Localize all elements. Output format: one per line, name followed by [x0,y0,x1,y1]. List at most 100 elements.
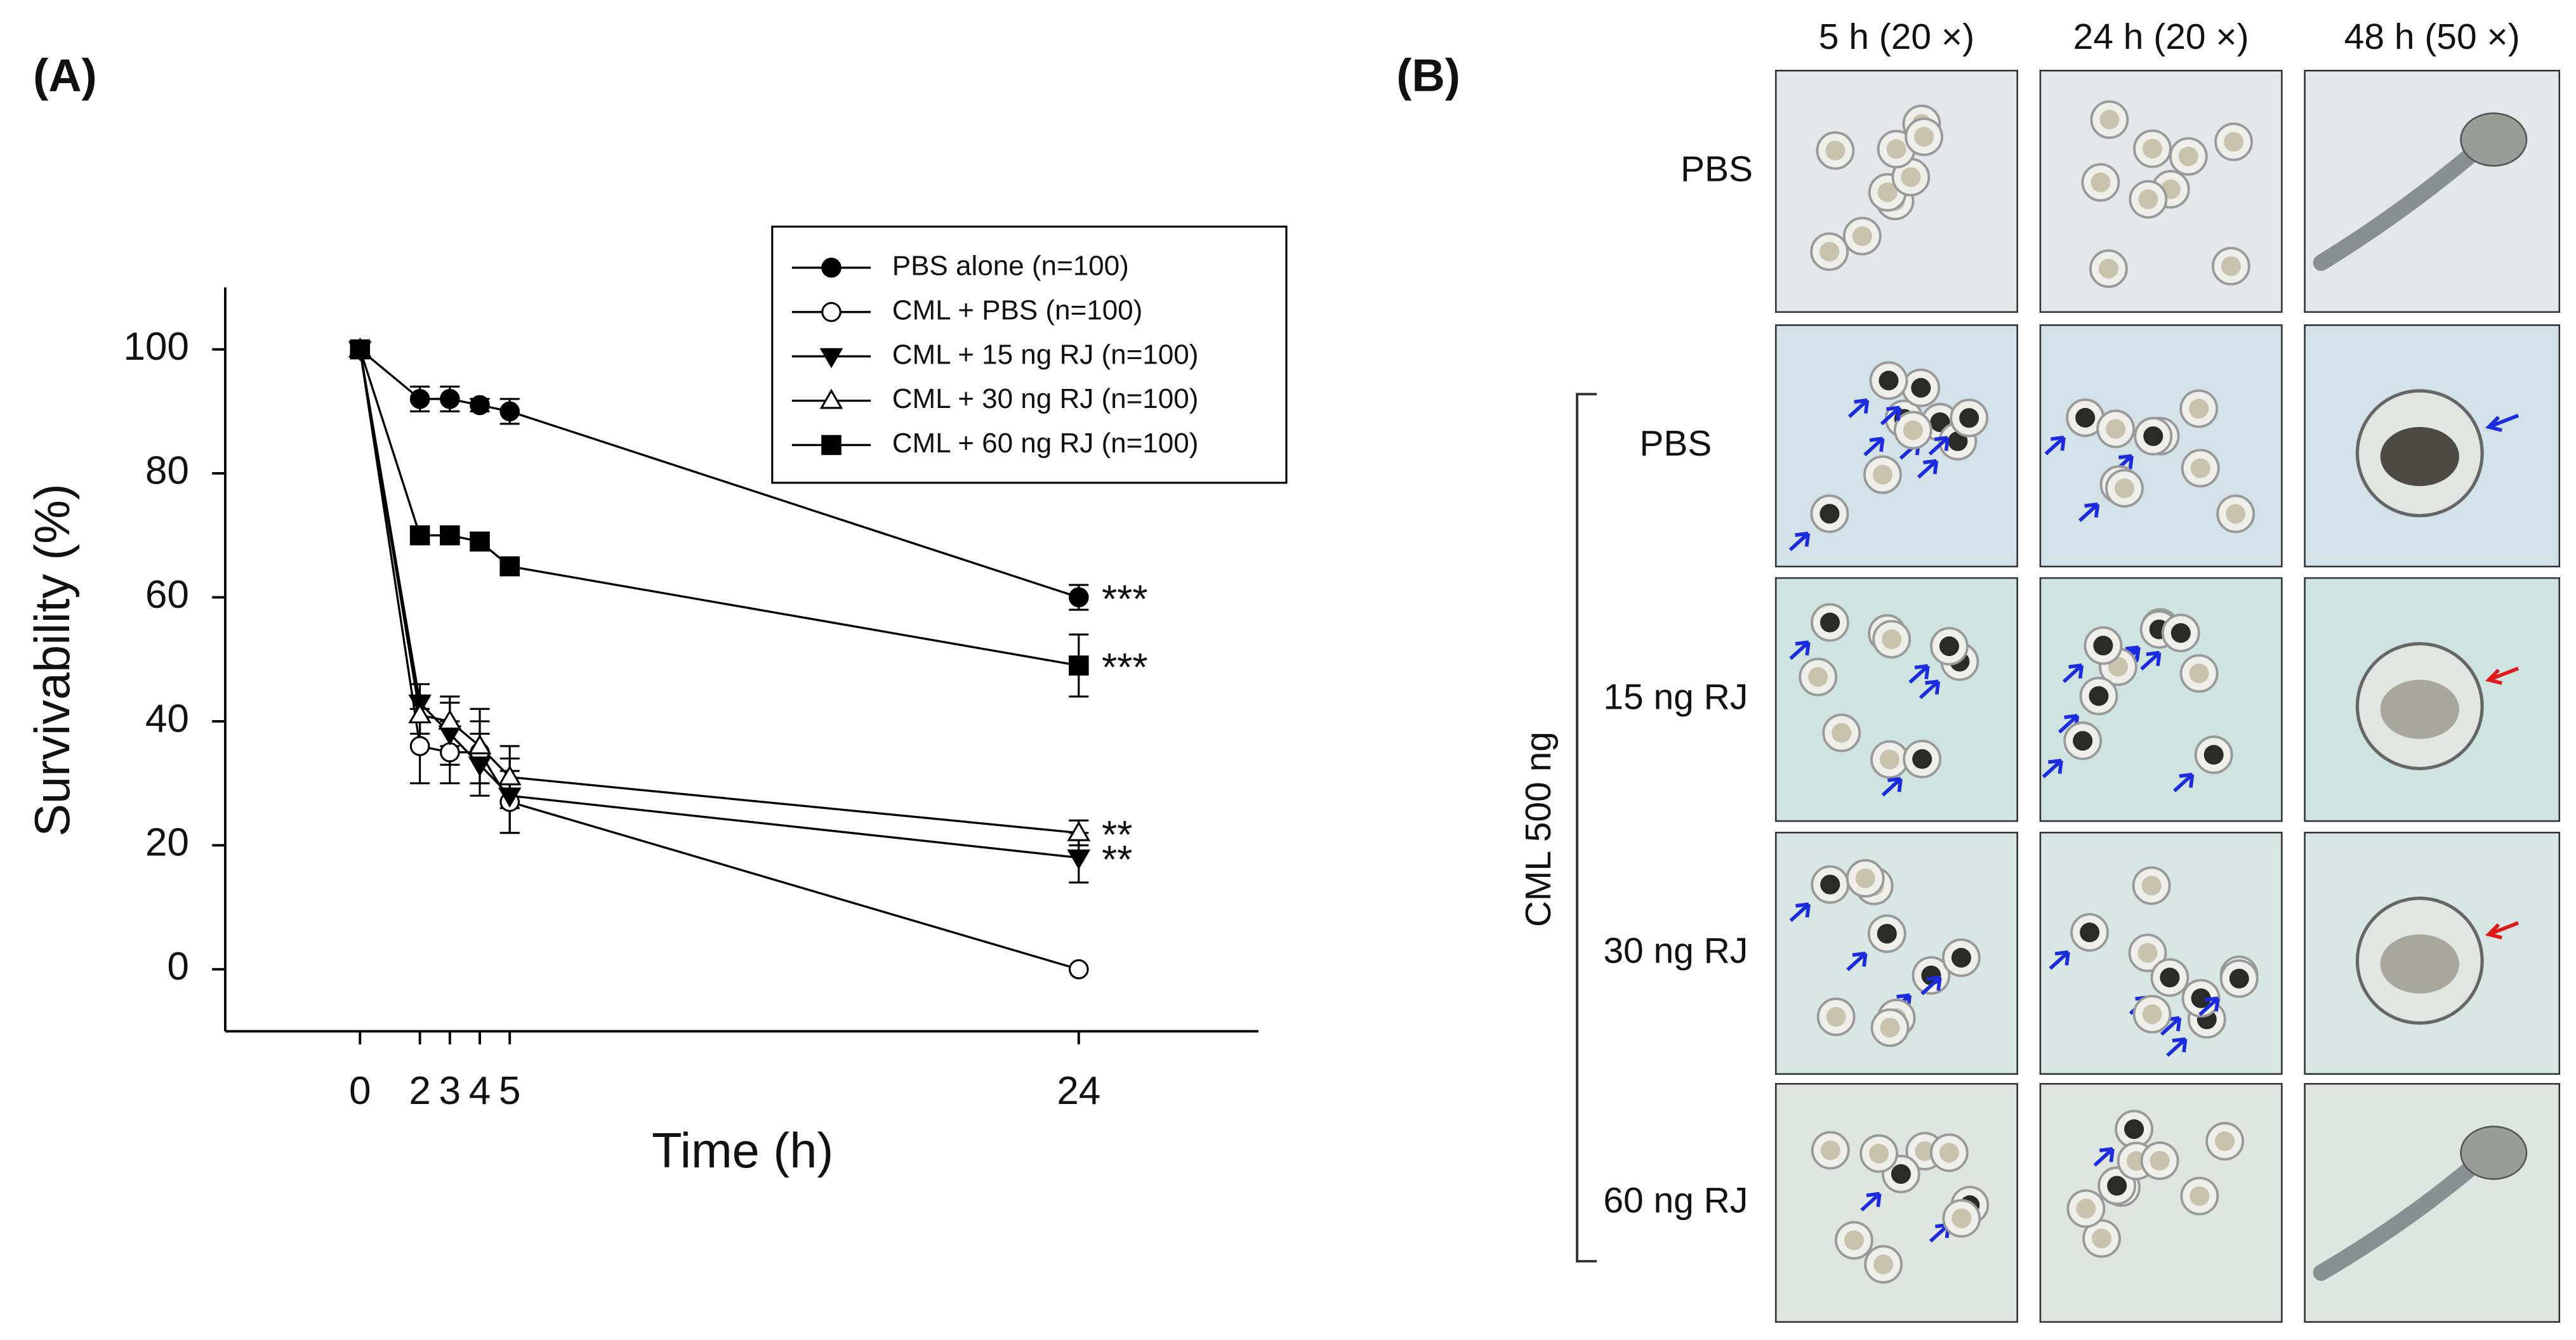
legend-label: CML + 15 ng RJ (n=100) [892,339,1199,370]
marker [821,301,842,322]
yolk [1820,504,1840,524]
marker [819,388,843,409]
photo [2304,831,2561,1075]
marker [350,339,371,360]
yolk [2221,256,2241,277]
x-tick-label: 2 [409,1069,431,1113]
yolk [2189,398,2209,419]
yolk [2076,1199,2096,1219]
yolk [1886,139,1906,159]
yolk [2190,458,2210,478]
yolk [2203,745,2224,765]
arrow [1789,902,1811,923]
yolk [2142,138,2163,159]
yolk [2098,258,2118,279]
photo-grid: 5 h (20 ×) 24 h (20 ×) 48 h (50 ×) PBS PBS 15… [1518,16,2561,1323]
yolk [1891,1164,1911,1184]
arrow [1788,531,1811,551]
photo [1774,70,2018,313]
yolk [1882,629,1902,650]
y-axis-label: Survivability (%) [25,483,80,836]
row-label: 30 ng RJ [1603,931,1748,971]
y-tick-label: 20 [145,821,189,865]
yolk [2170,623,2191,643]
y-tick-label: 40 [145,697,189,740]
marker [440,742,460,763]
arrow [1847,398,1870,418]
photo [1774,324,2018,568]
arrow [2062,663,2084,683]
photo [1774,1082,2018,1323]
yolk [2099,110,2120,130]
row-label: 60 ng RJ [1603,1180,1748,1221]
arrow [2166,1037,2188,1057]
x-axis-label: Time (h) [652,1124,833,1178]
photo [2304,577,2561,822]
yolk [1915,1141,1935,1161]
marker [498,765,522,785]
panel-label: (B) [1396,49,1460,101]
yolk [1873,1254,1894,1275]
legend-label: CML + PBS (n=100) [892,294,1143,325]
yolk [2143,426,2163,446]
yolk [1832,723,1852,743]
marker [499,401,520,422]
y-tick-label: 0 [167,945,189,989]
yolk [1879,371,1899,391]
arrow [1846,951,1868,971]
legend-label: CML + 30 ng RJ (n=100) [892,383,1199,414]
yolk [1855,868,1875,888]
yolk [2107,1176,2127,1196]
panel-label: (A) [33,49,97,101]
yolk [2141,876,2162,896]
yolk [2380,934,2459,994]
yolk [2150,1150,2170,1171]
row-label: 15 ng RJ [1603,677,1748,718]
series-line [359,349,1080,667]
annotation: ** [1102,838,1132,882]
yolk [2380,426,2459,487]
yolk [2092,1228,2112,1249]
x-tick-label: 0 [349,1069,371,1113]
arrow [1863,437,1885,457]
arrow [2049,950,2070,970]
yolk [1879,749,1899,770]
yolk [2160,968,2180,988]
arrow [1880,405,1901,426]
legend-box [771,225,1288,484]
arrow [1908,664,1930,684]
arrow [2485,666,2520,685]
yolk [2191,988,2211,1008]
yolk [2215,1131,2235,1152]
larva-head [2460,1126,2528,1180]
yolk [2073,731,2093,751]
marker [438,709,462,730]
x-tick-label: 3 [439,1069,461,1113]
yolk [1852,226,1872,246]
arrow [2173,772,2195,792]
arrow [2198,996,2220,1016]
yolk [1912,749,1932,769]
marker [440,525,460,546]
yolk [1903,420,1923,440]
marker [409,736,430,756]
arrow [2093,1146,2115,1167]
yolk [1939,1143,1959,1163]
yolk [1948,431,1968,451]
yolk [1820,242,1840,262]
yolk [1820,1140,1840,1160]
arrow [2485,921,2520,940]
arrow [2044,435,2066,456]
annotation: *** [1102,578,1148,622]
yolk [1877,182,1898,202]
yolk [1825,140,1846,161]
row-label: PBS [1639,423,1712,464]
series-line [359,349,1079,834]
yolk [2114,478,2135,499]
marker [440,389,460,409]
column-header: 5 h (20 ×) [1819,16,1974,57]
marker [1068,655,1089,676]
arrow [2078,502,2100,522]
arrow [1928,435,1950,456]
photo [1774,577,2018,822]
